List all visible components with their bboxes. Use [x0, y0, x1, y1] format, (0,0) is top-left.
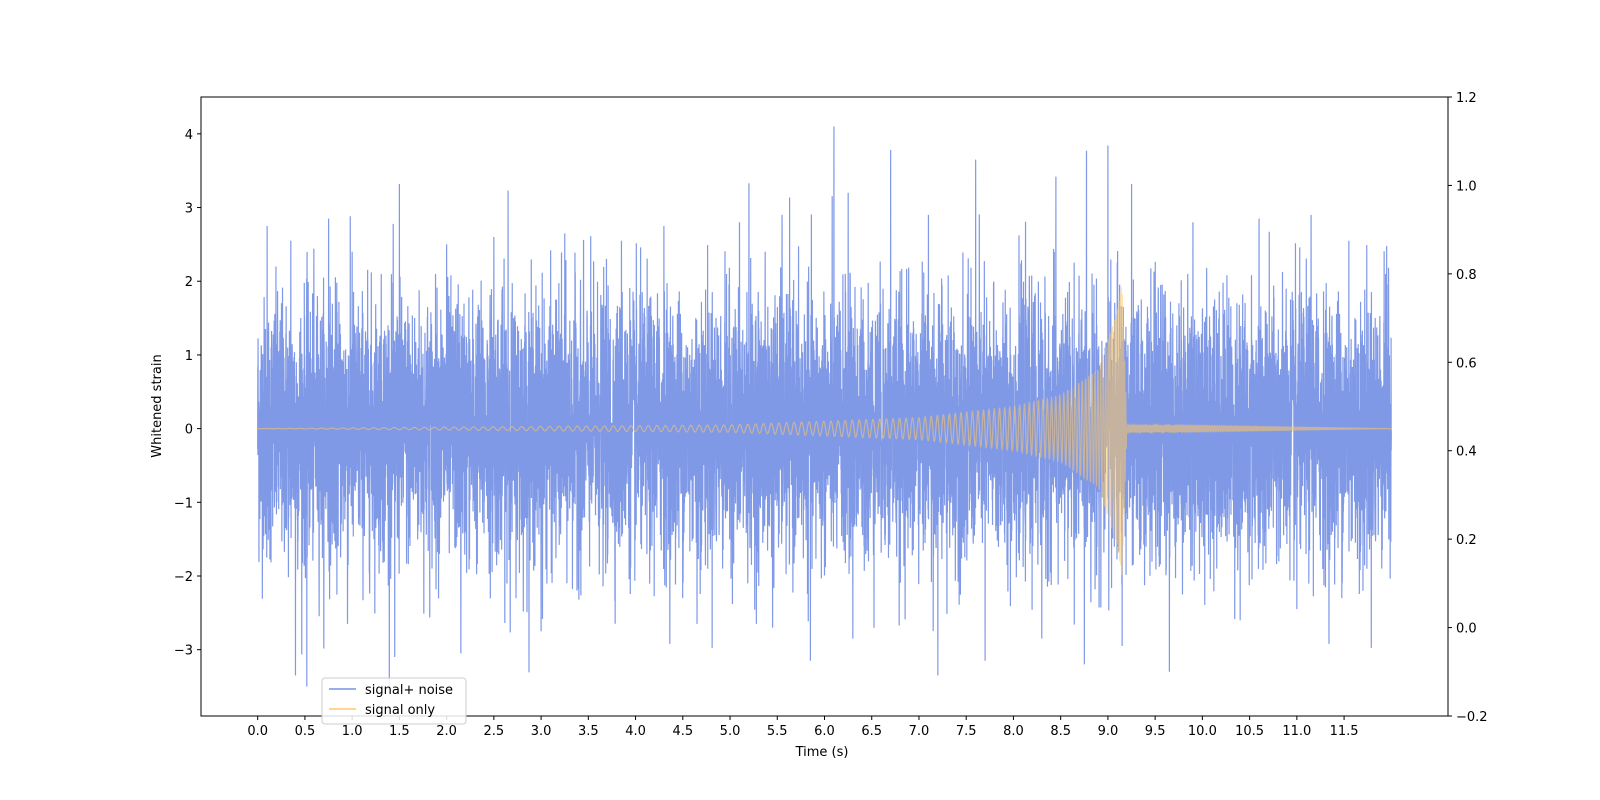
legend-box — [321, 677, 467, 725]
y-axis-right: −0.2 0.0 0.2 0.4 0.6 0.8 1.0 1.2 — [1448, 91, 1488, 725]
legend-label-signal-only: signal only — [365, 703, 435, 718]
x-tick-label: 3.5 — [578, 724, 599, 739]
x-tick-label: 2.5 — [484, 724, 505, 739]
legend-label-signal-plus-noise: signal+ noise — [365, 683, 453, 698]
x-tick-label: 4.5 — [672, 724, 693, 739]
x-tick-label: 1.5 — [389, 724, 410, 739]
y-right-tick-label: 1.0 — [1456, 179, 1477, 194]
x-tick-label: 7.5 — [956, 724, 977, 739]
y-tick-label: −1 — [174, 496, 193, 511]
legend: signal+ noise signal only — [321, 677, 467, 725]
y-tick-label: 0 — [185, 423, 193, 438]
x-axis: 0.0 0.5 1.0 1.5 2.0 2.5 3.0 3.5 4.0 4.5 5.0 5.5 6.0 6… — [247, 716, 1359, 739]
signal-plus-noise-series — [257, 126, 1392, 690]
x-tick-label: 4.0 — [625, 724, 646, 739]
y-tick-label: −3 — [174, 644, 193, 659]
y-tick-label: 4 — [185, 128, 193, 143]
x-tick-label: 0.0 — [247, 724, 268, 739]
y-axis-left: −3 −2 −1 0 1 2 3 4 — [174, 128, 201, 659]
y-right-tick-label: 0.6 — [1456, 356, 1477, 371]
x-tick-label: 5.5 — [767, 724, 788, 739]
signal-plus-noise-line — [257, 126, 1392, 690]
x-axis-label: Time (s) — [795, 745, 849, 760]
y-tick-label: 1 — [185, 349, 193, 364]
y-right-tick-label: 1.2 — [1456, 91, 1477, 106]
y-axis-label: Whitened strain — [150, 354, 165, 457]
y-right-tick-label: 0.4 — [1456, 445, 1477, 460]
y-right-tick-label: 0.2 — [1456, 533, 1477, 548]
x-tick-label: 11.0 — [1282, 724, 1311, 739]
signal-only-series — [257, 287, 1392, 575]
x-tick-label: 9.0 — [1098, 724, 1119, 739]
x-tick-label: 2.0 — [436, 724, 457, 739]
y-right-tick-label: 0.8 — [1456, 268, 1477, 283]
signal-only-line — [257, 287, 1392, 575]
y-right-tick-label: −0.2 — [1456, 710, 1488, 725]
x-tick-label: 10.5 — [1235, 724, 1264, 739]
y-tick-label: −2 — [174, 570, 193, 585]
x-tick-label: 9.5 — [1145, 724, 1166, 739]
x-tick-label: 6.0 — [814, 724, 835, 739]
x-tick-label: 7.0 — [909, 724, 930, 739]
y-tick-label: 2 — [185, 275, 193, 290]
x-tick-label: 1.0 — [342, 724, 363, 739]
x-tick-label: 11.5 — [1330, 724, 1359, 739]
y-tick-label: 3 — [185, 202, 193, 217]
x-tick-label: 5.0 — [720, 724, 741, 739]
x-tick-label: 0.5 — [295, 724, 316, 739]
y-right-tick-label: 0.0 — [1456, 622, 1477, 637]
x-tick-label: 10.0 — [1188, 724, 1217, 739]
x-tick-label: 3.0 — [531, 724, 552, 739]
x-tick-label: 6.5 — [861, 724, 882, 739]
x-tick-label: 8.5 — [1050, 724, 1071, 739]
x-tick-label: 8.0 — [1003, 724, 1024, 739]
